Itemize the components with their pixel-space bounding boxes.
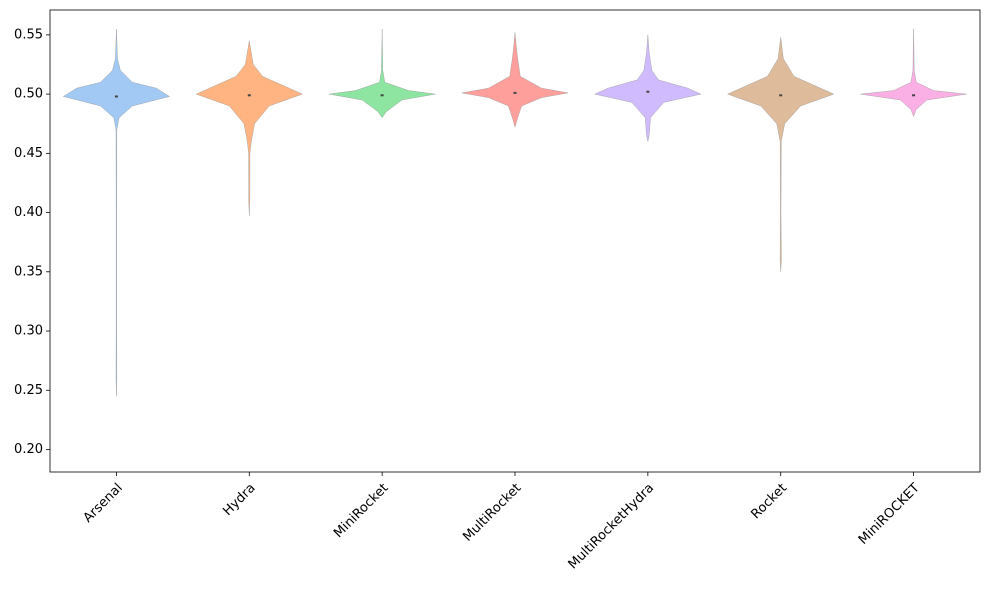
violin [461, 32, 569, 129]
y-tick-label: 0.55 [14, 27, 43, 42]
x-tick-label: MultiRocket [460, 481, 524, 545]
violin [860, 28, 967, 118]
y-tick-label: 0.20 [14, 442, 43, 457]
violin [62, 28, 171, 397]
x-tick-label: MiniRocket [331, 481, 391, 541]
y-tick-label: 0.45 [14, 146, 43, 161]
y-tick-label: 0.40 [14, 205, 43, 220]
x-tick-label: MiniROCKET [856, 481, 923, 548]
violin [727, 37, 835, 272]
violin [594, 34, 702, 142]
violin [328, 28, 436, 119]
x-tick-label: Arsenal [81, 481, 126, 526]
y-tick-label: 0.35 [14, 264, 43, 279]
x-tick-label: MultiRocketHydra [566, 481, 658, 573]
x-tick-label: Rocket [748, 481, 790, 523]
violin [195, 40, 303, 217]
y-tick-label: 0.30 [14, 324, 43, 339]
y-tick-label: 0.25 [14, 383, 43, 398]
y-tick-label: 0.50 [14, 87, 43, 102]
x-tick-label: Hydra [220, 481, 258, 519]
